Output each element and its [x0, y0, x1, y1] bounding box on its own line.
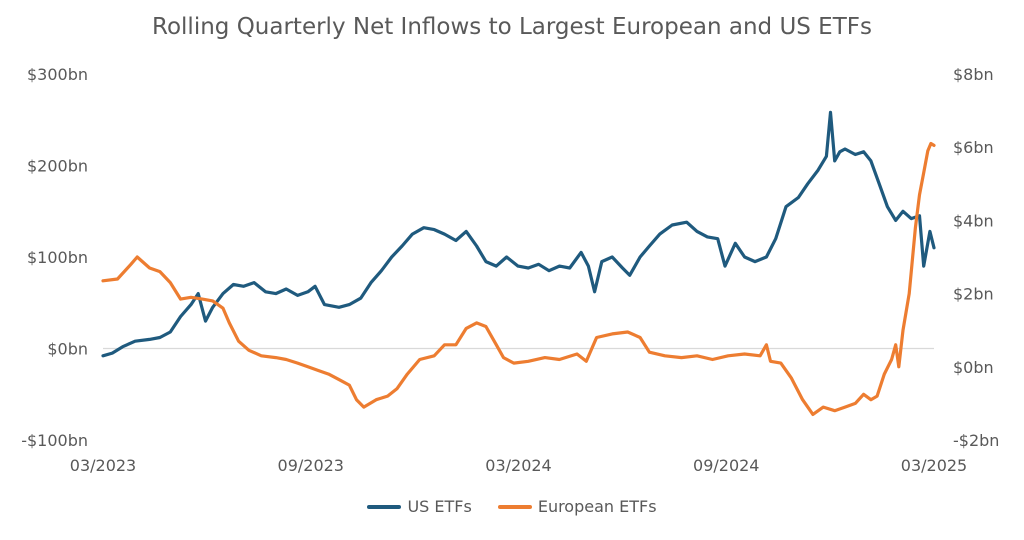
left-axis-tick-label: -$100bn: [21, 431, 88, 450]
left-axis-tick-label: $200bn: [27, 157, 88, 176]
right-axis-tick-label: -$2bn: [953, 431, 999, 450]
legend-swatch-us-etfs: [367, 504, 402, 509]
legend-label-us-etfs: US ETFs: [407, 497, 472, 516]
right-axis-tick-label: $4bn: [953, 211, 994, 230]
series-line-european-etfs: [101, 141, 936, 416]
right-axis-tick-label: $0bn: [953, 358, 994, 377]
legend-item-european-etfs: European ETFs: [497, 497, 657, 516]
chart-title: Rolling Quarterly Net Inflows to Largest…: [152, 14, 872, 40]
x-axis-tick-label: 03/2025: [901, 456, 967, 475]
left-axis-tick-label: $0bn: [47, 340, 88, 359]
left-axis-tick-label: $100bn: [27, 248, 88, 267]
series-lines-group: [101, 110, 936, 416]
right-axis-tick-label: $2bn: [953, 285, 994, 304]
x-axis-ticks-group: 03/2023 09/2023 03/2024 09/2024 03/2025: [70, 456, 967, 475]
legend-item-us-etfs: US ETFs: [367, 497, 472, 516]
left-axis-ticks-group: $300bn $200bn $100bn $0bn -$100bn: [21, 65, 88, 450]
x-axis-tick-label: 09/2024: [693, 456, 759, 475]
left-axis-tick-label: $300bn: [27, 65, 88, 84]
series-line-us-etfs: [101, 110, 936, 358]
x-axis-tick-label: 09/2023: [278, 456, 344, 475]
right-axis-ticks-group: $8bn $6bn $4bn $2bn $0bn -$2bn: [953, 65, 999, 450]
x-axis-tick-label: 03/2024: [485, 456, 551, 475]
right-axis-tick-label: $6bn: [953, 138, 994, 157]
legend: US ETFs European ETFs: [0, 497, 1024, 516]
legend-swatch-european-etfs: [497, 504, 532, 509]
right-axis-tick-label: $8bn: [953, 65, 994, 84]
x-axis-tick-label: 03/2023: [70, 456, 136, 475]
legend-label-european-etfs: European ETFs: [537, 497, 657, 516]
